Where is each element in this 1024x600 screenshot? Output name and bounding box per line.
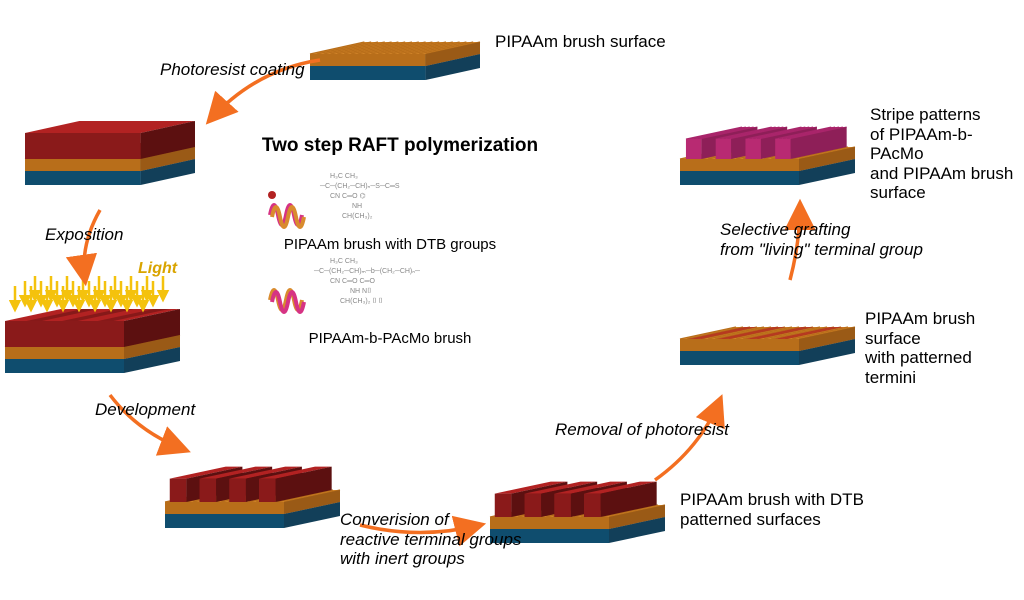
- center-sub-2: PIPAAm-b-PAcMo brush: [270, 330, 510, 347]
- svg-text:H₃C CH₃: H₃C CH₃: [330, 258, 358, 265]
- light-label: Light: [138, 260, 177, 278]
- svg-text:CH(CH₃)₂ ⌷ ⌷: CH(CH₃)₂ ⌷ ⌷: [340, 298, 383, 305]
- side-label-stripe-patterns: Stripe patterns of PIPAAm-b-PAcMo and PI…: [870, 105, 1024, 203]
- side-label-patterned-termini: PIPAAm brush surface with patterned term…: [865, 309, 1024, 387]
- diagram-stage: Two step RAFT polymerization H₃C CH₃ ─C─…: [0, 0, 1024, 600]
- center-title: Two step RAFT polymerization: [260, 135, 540, 157]
- svg-text:─C─(CH₂─CH)ₘ─b─(CH₂─CH)ₙ─: ─C─(CH₂─CH)ₘ─b─(CH₂─CH)ₙ─: [313, 268, 420, 275]
- svg-text:H₃C CH₃: H₃C CH₃: [330, 173, 358, 180]
- step-label-grafting: Selective grafting from "living" termina…: [720, 220, 923, 259]
- svg-text:NH: NH: [352, 203, 362, 210]
- step-label-exposition: Exposition: [45, 225, 123, 245]
- side-label-dtb-patterned: PIPAAm brush with DTB patterned surfaces: [680, 490, 864, 529]
- svg-text:NH N⌷: NH N⌷: [350, 288, 371, 295]
- svg-text:─C─(CH₂─CH)ₙ─S─C═S: ─C─(CH₂─CH)ₙ─S─C═S: [319, 183, 400, 190]
- svg-text:CN C═O ⌬: CN C═O ⌬: [330, 192, 366, 200]
- step-label-conversion: Converision of reactive terminal groups …: [340, 510, 521, 569]
- step-label-development: Development: [95, 400, 195, 420]
- side-label-pipaam-brush: PIPAAm brush surface: [495, 32, 666, 52]
- step-label-photoresist-coating: Photoresist coating: [160, 60, 305, 80]
- center-sub-1: PIPAAm brush with DTB groups: [260, 236, 520, 253]
- svg-text:CH(CH₃)₂: CH(CH₃)₂: [342, 213, 373, 220]
- step-label-removal: Removal of photoresist: [555, 420, 729, 440]
- svg-text:CN C═O C═O: CN C═O C═O: [330, 278, 375, 285]
